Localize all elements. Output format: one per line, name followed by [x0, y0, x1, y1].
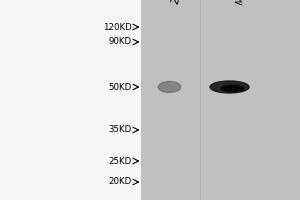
- Text: 20KD: 20KD: [109, 178, 132, 186]
- Text: 50KD: 50KD: [109, 83, 132, 92]
- Ellipse shape: [210, 81, 249, 93]
- Text: 293: 293: [169, 0, 186, 6]
- Text: MCF-7: MCF-7: [234, 0, 254, 6]
- Text: 25KD: 25KD: [109, 156, 132, 166]
- Text: 120KD: 120KD: [103, 22, 132, 31]
- Text: 90KD: 90KD: [109, 38, 132, 46]
- Ellipse shape: [158, 82, 181, 92]
- Text: 35KD: 35KD: [109, 126, 132, 134]
- FancyBboxPatch shape: [141, 0, 300, 200]
- Ellipse shape: [221, 85, 244, 91]
